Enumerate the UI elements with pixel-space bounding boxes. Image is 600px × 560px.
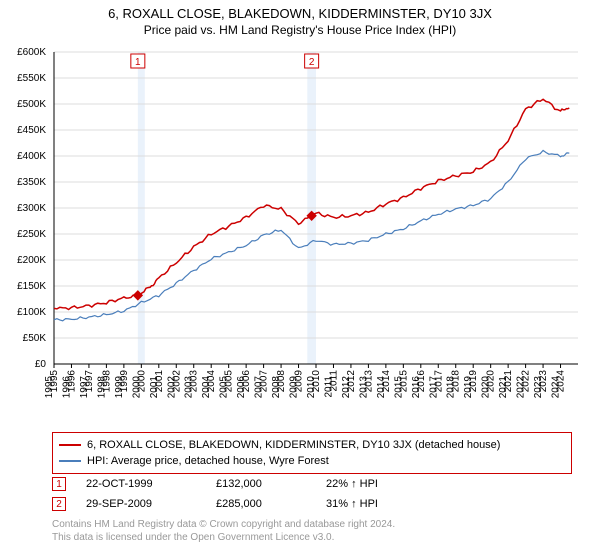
title-subtitle: Price paid vs. HM Land Registry's House … [0, 23, 600, 37]
svg-text:£300K: £300K [17, 203, 46, 214]
svg-text:£0: £0 [35, 359, 47, 370]
svg-text:2018: 2018 [451, 370, 462, 393]
sale-delta-2: 31% ↑ HPI [326, 498, 446, 510]
svg-text:2002: 2002 [171, 370, 182, 393]
svg-text:2011: 2011 [328, 370, 339, 392]
svg-text:£450K: £450K [17, 125, 46, 136]
svg-text:2007: 2007 [259, 370, 270, 393]
svg-text:2016: 2016 [416, 370, 427, 393]
svg-text:£50K: £50K [23, 333, 47, 344]
sale-marker-1: 1 [52, 477, 66, 491]
svg-text:1: 1 [135, 57, 141, 68]
sale-date-2: 29-SEP-2009 [86, 498, 216, 510]
svg-text:£150K: £150K [17, 281, 46, 292]
svg-text:1995: 1995 [49, 370, 60, 393]
legend-row-property: 6, ROXALL CLOSE, BLAKEDOWN, KIDDERMINSTE… [59, 437, 565, 453]
svg-text:2008: 2008 [276, 370, 287, 393]
svg-text:2000: 2000 [136, 370, 147, 393]
legend-swatch-property [59, 444, 81, 446]
svg-text:2003: 2003 [189, 370, 200, 393]
chart-area: £0£50K£100K£150K£200K£250K£300K£350K£400… [52, 48, 580, 398]
chart-svg: £0£50K£100K£150K£200K£250K£300K£350K£400… [52, 48, 580, 398]
svg-text:2020: 2020 [486, 370, 497, 393]
svg-text:2012: 2012 [346, 370, 357, 393]
sale-table: 1 22-OCT-1999 £132,000 22% ↑ HPI 2 29-SE… [52, 474, 446, 514]
title-address: 6, ROXALL CLOSE, BLAKEDOWN, KIDDERMINSTE… [0, 6, 600, 21]
legend-label-hpi: HPI: Average price, detached house, Wyre… [87, 453, 329, 469]
svg-text:2024: 2024 [556, 370, 567, 393]
sale-date-1: 22-OCT-1999 [86, 478, 216, 490]
svg-text:2019: 2019 [468, 370, 479, 393]
sale-delta-1: 22% ↑ HPI [326, 478, 446, 490]
sale-marker-2: 2 [52, 497, 66, 511]
svg-text:£100K: £100K [17, 307, 46, 318]
svg-text:£350K: £350K [17, 177, 46, 188]
legend-swatch-hpi [59, 460, 81, 462]
svg-text:£400K: £400K [17, 151, 46, 162]
svg-text:£600K: £600K [17, 47, 46, 58]
sale-row-2: 2 29-SEP-2009 £285,000 31% ↑ HPI [52, 494, 446, 514]
legend-label-property: 6, ROXALL CLOSE, BLAKEDOWN, KIDDERMINSTE… [87, 437, 500, 453]
svg-text:1997: 1997 [84, 370, 95, 393]
svg-text:£200K: £200K [17, 255, 46, 266]
svg-text:1998: 1998 [101, 370, 112, 393]
copyright-line-1: Contains HM Land Registry data © Crown c… [52, 518, 395, 531]
copyright-line-2: This data is licensed under the Open Gov… [52, 531, 395, 544]
svg-text:1999: 1999 [119, 370, 130, 393]
legend-row-hpi: HPI: Average price, detached house, Wyre… [59, 453, 565, 469]
title-block: 6, ROXALL CLOSE, BLAKEDOWN, KIDDERMINSTE… [0, 0, 600, 37]
svg-text:2009: 2009 [294, 370, 305, 393]
svg-text:2014: 2014 [381, 370, 392, 393]
svg-text:2022: 2022 [521, 370, 532, 393]
sale-row-1: 1 22-OCT-1999 £132,000 22% ↑ HPI [52, 474, 446, 494]
sale-price-1: £132,000 [216, 478, 326, 490]
svg-text:£500K: £500K [17, 99, 46, 110]
svg-text:2017: 2017 [433, 370, 444, 393]
svg-text:2013: 2013 [363, 370, 374, 393]
svg-text:2005: 2005 [224, 370, 235, 393]
svg-text:£550K: £550K [17, 73, 46, 84]
svg-text:2015: 2015 [398, 370, 409, 393]
svg-text:2001: 2001 [154, 370, 165, 393]
chart-container: 6, ROXALL CLOSE, BLAKEDOWN, KIDDERMINSTE… [0, 0, 600, 560]
svg-text:2: 2 [309, 57, 315, 68]
svg-text:2004: 2004 [206, 370, 217, 393]
svg-text:£250K: £250K [17, 229, 46, 240]
svg-text:1996: 1996 [66, 370, 77, 393]
svg-text:2010: 2010 [311, 370, 322, 393]
legend-box: 6, ROXALL CLOSE, BLAKEDOWN, KIDDERMINSTE… [52, 432, 572, 474]
svg-text:2023: 2023 [538, 370, 549, 393]
svg-text:2021: 2021 [503, 370, 514, 393]
sale-price-2: £285,000 [216, 498, 326, 510]
copyright-block: Contains HM Land Registry data © Crown c… [52, 518, 395, 544]
svg-text:2006: 2006 [241, 370, 252, 393]
